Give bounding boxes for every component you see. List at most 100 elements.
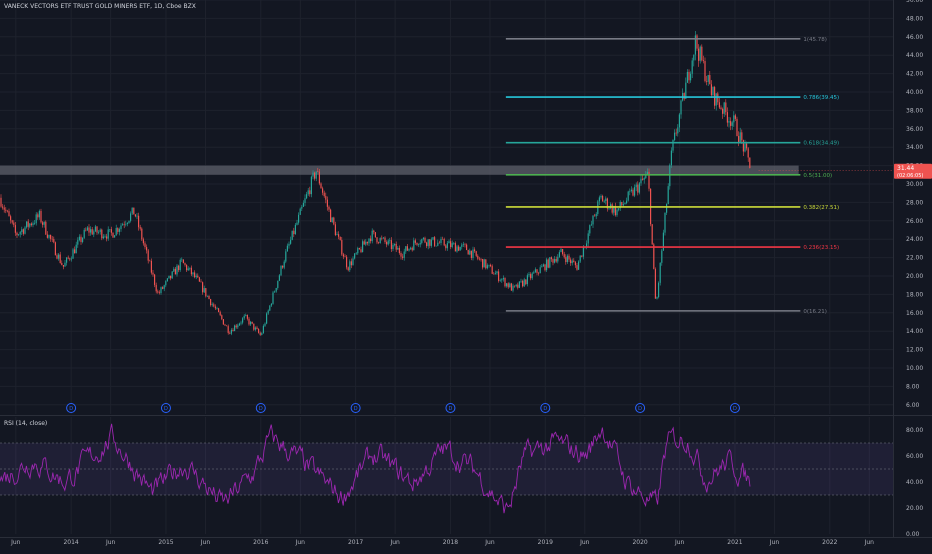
x-tick-label: Jun: [484, 539, 495, 546]
candle-body: [187, 268, 189, 271]
candle-body: [122, 224, 124, 226]
candle-body: [104, 236, 106, 238]
dividend-marker: [729, 403, 740, 413]
candle-body: [672, 139, 674, 151]
candle-body: [490, 264, 492, 267]
candle-body: [88, 227, 90, 233]
candle-body: [595, 213, 597, 217]
candle-body: [718, 102, 720, 108]
candle-body: [747, 148, 749, 158]
candle-body: [394, 243, 396, 245]
candle-body: [19, 232, 21, 235]
candle-body: [696, 35, 698, 49]
dividend-marker-label: D: [733, 406, 737, 412]
dividend-marker: [445, 403, 456, 413]
candle-body: [58, 254, 60, 259]
candle-body: [173, 268, 175, 272]
candle-body: [469, 250, 471, 255]
candle-body: [506, 283, 508, 287]
rsi-y-tick-label: 80.00: [906, 427, 923, 434]
candle-body: [66, 257, 68, 263]
candle-body: [690, 73, 692, 81]
candle-body: [29, 223, 31, 227]
candle-body: [325, 196, 327, 200]
candle-body: [286, 245, 288, 252]
x-tick-label: 2014: [63, 539, 78, 546]
candle-body: [109, 229, 111, 230]
candle-body: [539, 267, 541, 274]
rsi-y-tick-label: 20.00: [906, 505, 923, 512]
candle-body: [304, 198, 306, 203]
y-tick-label: 12.00: [906, 347, 923, 354]
candle-body: [616, 209, 618, 216]
candle-body: [326, 199, 328, 207]
candle-body: [512, 285, 514, 291]
candle-body: [544, 264, 546, 271]
candle-body: [42, 222, 44, 225]
candle-body: [637, 184, 639, 193]
candle-body: [458, 246, 460, 251]
y-tick-label: 30.00: [906, 181, 923, 188]
candle-body: [568, 255, 570, 260]
candle-body: [485, 259, 487, 269]
candle-body: [85, 229, 87, 231]
candle-body: [574, 262, 576, 266]
candle-body: [565, 257, 567, 263]
candle-body: [298, 214, 300, 223]
candle-body: [197, 275, 199, 278]
candle-body: [586, 243, 588, 247]
x-tick-label: 2015: [158, 539, 173, 546]
candle-body: [526, 275, 528, 285]
candle-body: [310, 176, 312, 195]
candle-body: [96, 226, 98, 233]
candle-body: [82, 237, 84, 242]
x-tick-label: 2016: [253, 539, 268, 546]
candle-body: [614, 206, 616, 216]
candle-body: [642, 178, 644, 180]
candle-body: [587, 233, 589, 244]
candle-body: [275, 287, 277, 292]
candle-body: [416, 242, 418, 245]
candle-body: [442, 238, 444, 240]
candle-body: [200, 281, 202, 283]
y-tick-label: 26.00: [906, 218, 923, 225]
candle-body: [405, 246, 407, 252]
candle-body: [34, 223, 36, 224]
candle-body: [613, 206, 615, 213]
candle-body: [509, 283, 511, 288]
candle-body: [125, 224, 127, 225]
candle-body: [149, 260, 151, 262]
rsi-y-tick-label: 40.00: [906, 479, 923, 486]
candle-body: [461, 244, 463, 247]
candle-body: [155, 284, 157, 292]
candle-body: [168, 275, 170, 279]
candle-body: [520, 280, 522, 282]
y-tick-label: 36.00: [906, 126, 923, 133]
candle-body: [285, 251, 287, 262]
y-tick-label: 20.00: [906, 273, 923, 280]
candle-body: [291, 230, 293, 240]
candle-body: [142, 239, 144, 244]
last-price-tag: [894, 163, 932, 179]
dividend-marker: [160, 403, 171, 413]
candle-body: [507, 283, 509, 288]
candle-body: [242, 318, 244, 323]
candle-body: [594, 215, 596, 217]
candle-body: [93, 231, 95, 235]
candle-body: [386, 241, 388, 245]
candle-body: [110, 229, 112, 233]
candle-body: [446, 243, 448, 249]
candle-body: [654, 268, 656, 299]
candle-body: [224, 324, 226, 326]
candle-body: [262, 325, 264, 334]
candle-body: [45, 221, 47, 235]
candle-body: [486, 265, 488, 269]
candle-body: [563, 254, 565, 258]
candle-body: [536, 269, 538, 273]
dividend-marker-label: D: [354, 406, 358, 412]
candle-body: [522, 280, 524, 287]
candle-body: [542, 264, 544, 267]
candle-body: [462, 244, 464, 245]
x-tick-label: Jun: [579, 539, 590, 546]
